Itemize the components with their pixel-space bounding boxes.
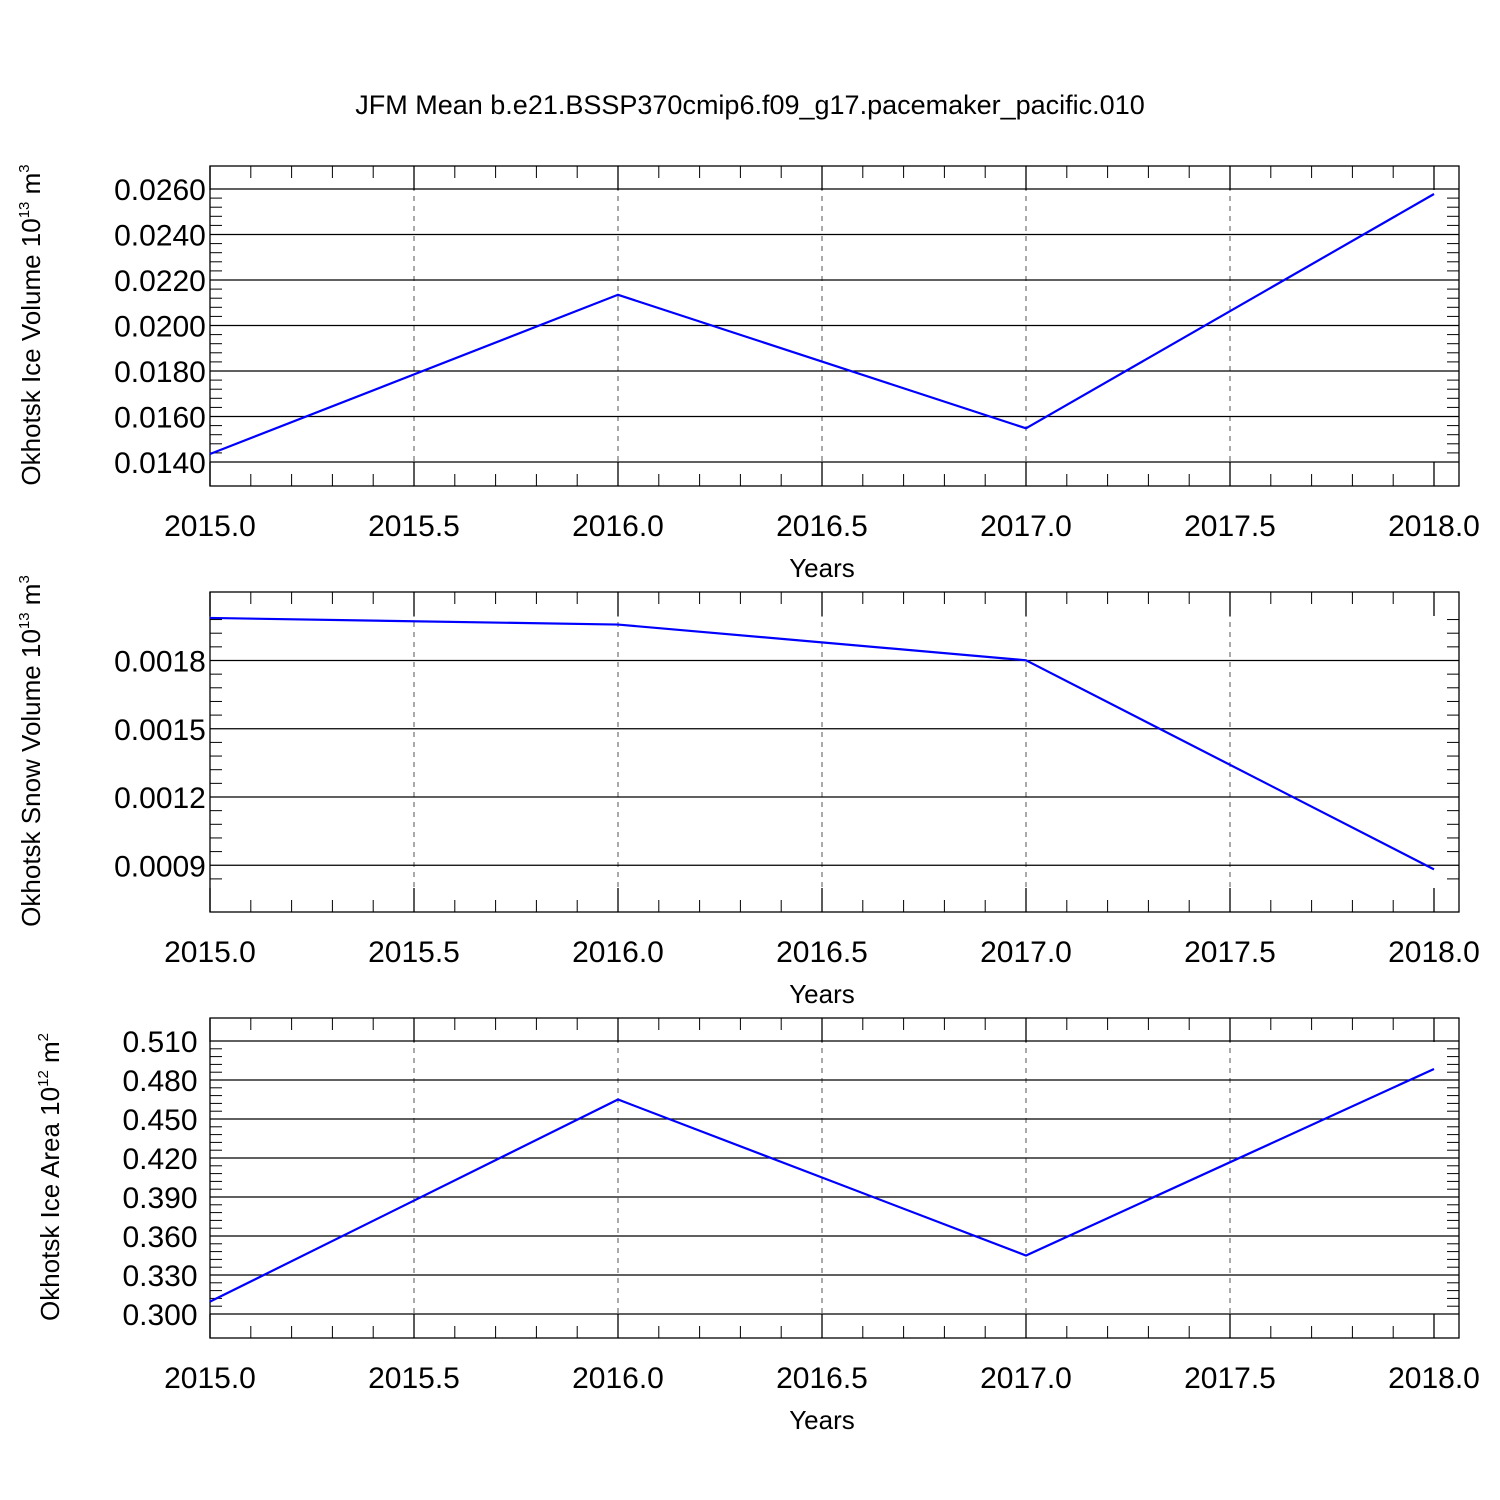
x-axis-title: Years [789,553,855,583]
x-tick-label: 2017.0 [980,936,1072,969]
y-tick-label: 0.0180 [114,356,206,389]
y-tick-label: 0.0012 [114,782,206,815]
x-tick-label: 2017.0 [980,510,1072,543]
x-tick-label: 2016.5 [776,936,868,969]
x-tick-label: 2015.0 [164,1362,256,1395]
plot-frame [209,1017,1460,1339]
y-tick-label: 0.0140 [114,447,206,480]
x-tick-label: 2015.0 [164,510,256,543]
series-line [209,193,1435,456]
y-tick-label: 0.330 [122,1260,197,1293]
y-tick-label: 0.0220 [114,265,206,298]
x-tick-label: 2017.5 [1184,510,1276,543]
y-tick-label: 0.510 [122,1026,197,1059]
y-tick-label: 0.300 [122,1299,197,1332]
y-tick-label: 0.360 [122,1221,197,1254]
series-line [209,1067,1435,1303]
x-tick-label: 2018.0 [1388,936,1480,969]
x-tick-label: 2017.0 [980,1362,1072,1395]
y-tick-label: 0.0015 [114,714,206,747]
y-tick-label: 0.480 [122,1065,197,1098]
x-tick-label: 2018.0 [1388,1362,1480,1395]
y-tick-label: 0.450 [122,1104,197,1137]
panel-snow-volume: Years Okhotsk Snow Volume 1013 m3 2015.0… [16,575,1480,1009]
y-tick-label: 0.390 [122,1182,197,1215]
x-tick-label: 2018.0 [1388,510,1480,543]
y-tick-label: 0.0200 [114,311,206,344]
x-tick-label: 2016.5 [776,1362,868,1395]
y-axis-title: Okhotsk Ice Area 1012 m2 [35,1033,65,1321]
x-axis-title: Years [789,979,855,1009]
x-tick-label: 2016.0 [572,936,664,969]
y-axis-title: Okhotsk Ice Volume 1013 m3 [16,164,46,485]
x-axis-title: Years [789,1405,855,1435]
panel-ice-volume: Years Okhotsk Ice Volume 1013 m3 2015.0 2… [16,164,1480,583]
y-tick-label: 0.0260 [114,174,206,207]
series-line [209,616,1435,871]
x-tick-label: 2016.0 [572,1362,664,1395]
x-tick-label: 2017.5 [1184,1362,1276,1395]
x-tick-label: 2016.5 [776,510,868,543]
y-tick-label: 0.0160 [114,402,206,435]
panel-ice-area: Years Okhotsk Ice Area 1012 m2 2015.0 201… [35,1017,1480,1435]
y-axis-title: Okhotsk Snow Volume 1013 m3 [16,575,46,927]
x-tick-label: 2015.0 [164,936,256,969]
x-tick-label: 2017.5 [1184,936,1276,969]
x-tick-label: 2015.5 [368,510,460,543]
x-tick-label: 2015.5 [368,1362,460,1395]
x-tick-label: 2016.0 [572,510,664,543]
y-tick-label: 0.0018 [114,646,206,679]
plot-frame [209,591,1460,913]
y-tick-label: 0.0009 [114,850,206,883]
y-tick-label: 0.420 [122,1143,197,1176]
x-tick-label: 2015.5 [368,936,460,969]
figure-title: JFM Mean b.e21.BSSP370cmip6.f09_g17.pace… [355,90,1144,120]
y-tick-label: 0.0240 [114,220,206,253]
